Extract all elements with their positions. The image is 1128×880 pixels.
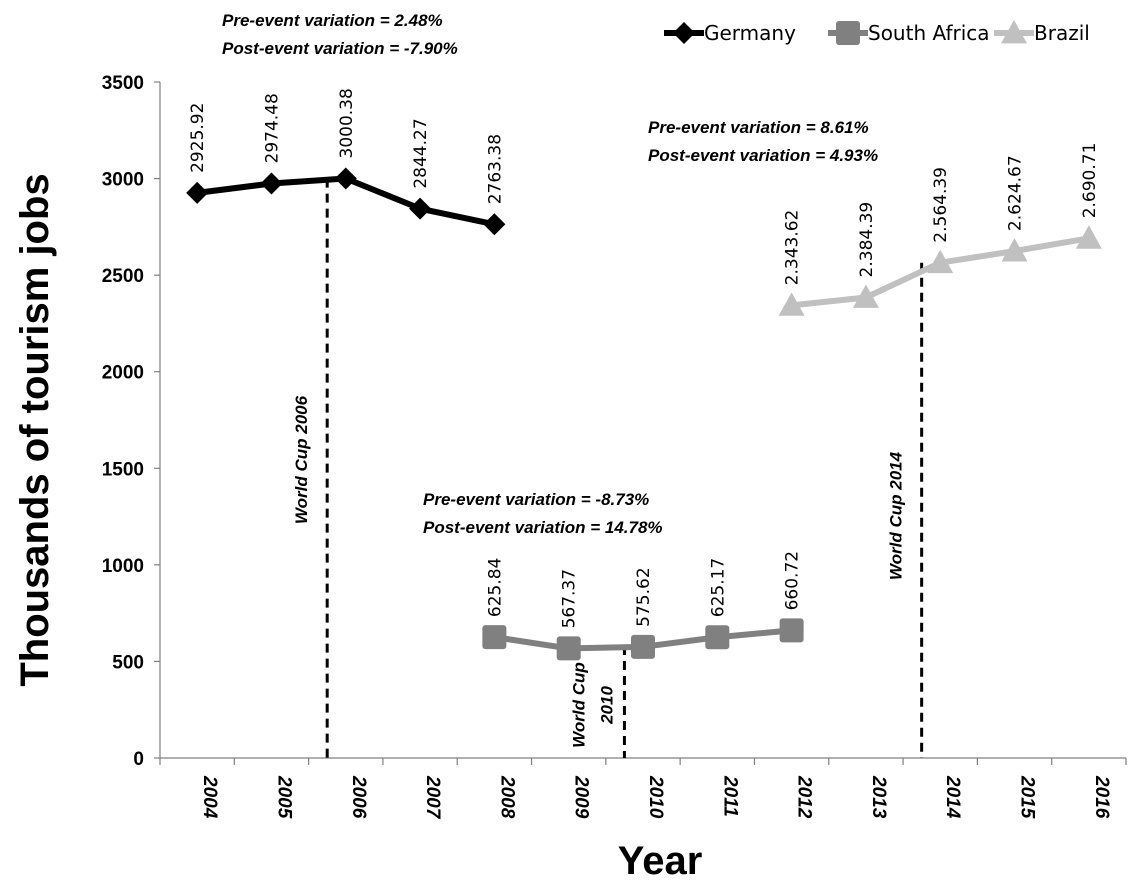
x-tick-label: 2008 bbox=[496, 775, 517, 819]
data-point-south-africa bbox=[482, 625, 507, 650]
y-tick-label: 500 bbox=[112, 652, 144, 673]
x-axis-label: Year bbox=[618, 839, 703, 880]
data-label-germany: 2925.92 bbox=[188, 103, 208, 173]
x-tick-label: 2011 bbox=[719, 775, 740, 817]
y-tick-label: 3000 bbox=[102, 170, 144, 191]
legend-label: Germany bbox=[704, 21, 796, 45]
x-tick-label: 2006 bbox=[348, 775, 369, 819]
annotations: Pre-event variation = 2.48% Post-event va… bbox=[222, 11, 878, 537]
data-label-brazil: 2.343.62 bbox=[783, 210, 803, 286]
data-label-germany: 2974.48 bbox=[262, 93, 282, 163]
legend-item-germany: Germany bbox=[664, 21, 796, 45]
data-label-brazil: 2.384.39 bbox=[857, 202, 877, 278]
legend-item-brazil: Brazil bbox=[994, 20, 1090, 45]
x-tick-label: 2005 bbox=[273, 775, 294, 819]
x-tick-label: 2014 bbox=[942, 775, 963, 819]
data-label-south-africa: 567.37 bbox=[560, 569, 580, 628]
data-point-germany bbox=[260, 172, 283, 195]
data-label-brazil: 2.690.71 bbox=[1080, 143, 1100, 219]
data-label-south-africa: 660.72 bbox=[783, 551, 803, 610]
legend-label: Brazil bbox=[1034, 21, 1090, 45]
data-point-south-africa bbox=[779, 618, 804, 643]
event-label: World Cup 2014 bbox=[887, 451, 906, 580]
series-south-africa: 625.84 567.37 575.62 625.17 660.72 bbox=[482, 551, 804, 661]
legend-swatch-marker bbox=[836, 21, 860, 45]
data-label-germany: 2763.38 bbox=[485, 134, 505, 204]
variation-annotation: Post-event variation = 4.93% bbox=[648, 146, 878, 165]
x-tick-label: 2010 bbox=[645, 775, 666, 819]
data-point-germany bbox=[186, 181, 209, 204]
data-point-brazil bbox=[1001, 238, 1028, 262]
data-label-germany: 2844.27 bbox=[411, 118, 431, 188]
x-tick-label: 2015 bbox=[1017, 775, 1038, 819]
x-tick-label: 2013 bbox=[868, 775, 889, 819]
y-tick-label: 1000 bbox=[102, 556, 144, 577]
variation-annotation: Post-event variation = 14.78% bbox=[423, 518, 663, 537]
variation-annotation: Pre-event variation = -8.73% bbox=[423, 490, 649, 509]
data-point-brazil bbox=[1075, 225, 1102, 249]
y-tick-label: 1500 bbox=[102, 459, 144, 480]
legend-label: South Africa bbox=[868, 21, 990, 45]
variation-annotation: Pre-event variation = 8.61% bbox=[648, 118, 869, 137]
y-tick-label: 2500 bbox=[102, 266, 144, 287]
series-group: 2925.92 2974.48 3000.38 2844.27 2763.38 625.8… bbox=[186, 88, 1102, 661]
x-tick-label: 2012 bbox=[794, 775, 815, 819]
data-point-brazil bbox=[852, 284, 879, 308]
data-label-brazil: 2.564.39 bbox=[931, 167, 951, 243]
data-label-south-africa: 625.17 bbox=[708, 558, 728, 617]
legend: Germany South Africa Brazil bbox=[664, 20, 1090, 45]
axes: 0 500 1000 1500 2000 2500 3000 3500 2004 2005 2006… bbox=[102, 73, 1127, 820]
y-tick-label: 3500 bbox=[102, 73, 144, 94]
data-point-brazil bbox=[927, 249, 954, 274]
data-label-brazil: 2.624.67 bbox=[1006, 155, 1026, 231]
y-axis-label: Thousands of tourism jobs bbox=[13, 173, 57, 686]
legend-swatch-marker bbox=[1001, 20, 1027, 44]
event-label: World Cup 2006 bbox=[292, 395, 311, 524]
data-point-south-africa bbox=[631, 634, 655, 659]
event-label: World Cup bbox=[569, 662, 588, 748]
series-germany: 2925.92 2974.48 3000.38 2844.27 2763.38 bbox=[186, 88, 506, 236]
x-tick-label: 2016 bbox=[1091, 775, 1112, 819]
x-tick-label: 2004 bbox=[199, 775, 220, 819]
data-point-south-africa bbox=[556, 636, 581, 661]
legend-item-south-africa: South Africa bbox=[828, 21, 990, 45]
legend-swatch-marker bbox=[673, 22, 695, 44]
variation-annotation: Pre-event variation = 2.48% bbox=[222, 11, 443, 30]
data-point-germany bbox=[334, 167, 357, 190]
data-point-germany bbox=[409, 197, 432, 220]
data-point-brazil bbox=[778, 292, 805, 316]
data-label-south-africa: 625.84 bbox=[485, 558, 505, 617]
series-brazil: 2.343.62 2.384.39 2.564.39 2.624.67 2.690.71 bbox=[778, 143, 1102, 316]
variation-annotation: Post-event variation = -7.90% bbox=[222, 39, 458, 58]
x-tick-label: 2007 bbox=[422, 775, 443, 820]
data-label-germany: 3000.38 bbox=[337, 88, 357, 158]
data-point-south-africa bbox=[705, 625, 730, 650]
x-tick-label: 2009 bbox=[571, 775, 592, 819]
event-markers: World Cup 2006 World Cup 2010 World Cup 201… bbox=[292, 178, 924, 758]
y-tick-label: 2000 bbox=[102, 363, 144, 384]
data-point-germany bbox=[483, 213, 506, 236]
data-label-south-africa: 575.62 bbox=[634, 567, 654, 626]
y-tick-label: 0 bbox=[133, 749, 144, 770]
event-label: 2010 bbox=[597, 686, 616, 725]
